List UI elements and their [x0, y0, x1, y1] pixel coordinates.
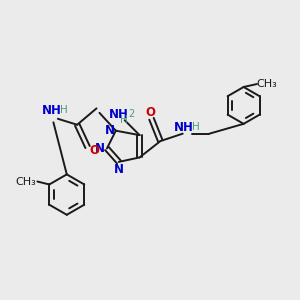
Text: N: N [114, 163, 124, 176]
Text: NH: NH [109, 108, 129, 121]
Text: NH: NH [42, 104, 62, 117]
Text: N: N [105, 124, 115, 137]
Text: O: O [89, 143, 99, 157]
Text: H: H [192, 122, 200, 132]
Text: H: H [120, 115, 128, 125]
Text: O: O [145, 106, 155, 119]
Text: CH₃: CH₃ [256, 79, 277, 89]
Text: H: H [60, 106, 68, 116]
Text: NH: NH [174, 121, 194, 134]
Text: 2: 2 [128, 109, 134, 119]
Text: CH₃: CH₃ [15, 176, 36, 187]
Text: N: N [94, 142, 104, 155]
